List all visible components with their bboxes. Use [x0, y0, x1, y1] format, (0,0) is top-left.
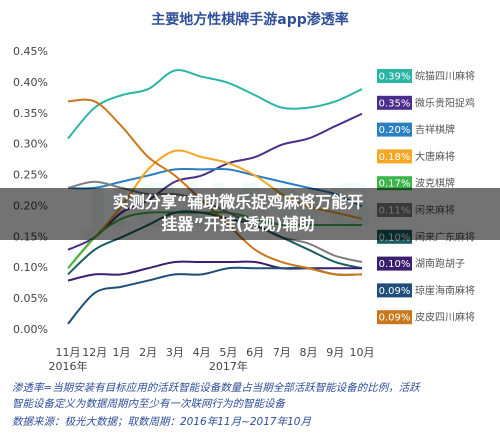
- legend-swatch: [377, 149, 412, 164]
- x-tick-label: 3月: [166, 346, 184, 359]
- series-line: [67, 69, 363, 140]
- overlay-text: 挂器”开挂(透视)辅助: [161, 215, 314, 234]
- y-tick-label: 0.05%: [13, 292, 48, 305]
- value-label: 0.09%: [379, 313, 411, 324]
- y-tick-label: 0.25%: [13, 169, 48, 182]
- note: 智能设备定义为数据周期内至少有一次联网行为的智能设备: [12, 398, 286, 410]
- overlay-text: 实测分享“辅助微乐捉鸡麻将万能开: [113, 193, 364, 212]
- legend-label: 琼崖海南麻将: [415, 284, 475, 297]
- y-tick-label: 0.45%: [13, 45, 48, 58]
- x-tick-label: 6月: [246, 346, 264, 359]
- y-tick-label: 0.40%: [13, 76, 48, 89]
- year-label: 2016年: [49, 359, 88, 373]
- legend-swatch: [377, 283, 412, 298]
- x-tick-label: 7月: [273, 346, 291, 359]
- x-tick-label: 2月: [139, 346, 157, 359]
- x-tick-label: 12月: [82, 346, 107, 359]
- y-tick-label: 0.00%: [13, 323, 48, 336]
- note: 渗透率=当期安装有目标应用的活跃智能设备数量占当期全部活跃智能设备的比例，活跃: [12, 382, 421, 394]
- overlay-band: [0, 188, 500, 240]
- legend-swatch: [377, 69, 412, 83]
- legend-label: 吉祥棋牌: [415, 123, 455, 136]
- legend-label: 湖南跑胡子: [415, 257, 465, 270]
- x-tick-label: 10月: [350, 346, 375, 359]
- x-tick-label: 9月: [326, 346, 344, 359]
- value-label: 0.18%: [379, 152, 411, 163]
- legend-swatch: [377, 95, 412, 110]
- legend-swatch: [377, 122, 412, 137]
- x-tick-label: 4月: [193, 346, 211, 359]
- value-label: 0.20%: [379, 125, 411, 136]
- series-line: [67, 266, 363, 325]
- chart-title: 主要地方性棋牌手游app渗透率: [151, 11, 349, 28]
- legend-label: 皮皮四川麻将: [415, 311, 475, 324]
- x-tick-label: 5月: [219, 346, 237, 359]
- year-label: 2017年: [209, 359, 248, 373]
- legend-swatch: [377, 310, 412, 325]
- legend-label: 波克棋牌: [415, 177, 455, 190]
- legend-swatch: [377, 176, 412, 191]
- value-label: 0.39%: [379, 72, 411, 83]
- value-label: 0.10%: [379, 259, 411, 270]
- y-tick-label: 0.30%: [13, 138, 48, 151]
- legend-label: 微乐贵阳捉鸡: [415, 96, 475, 109]
- y-tick-label: 0.35%: [13, 107, 48, 120]
- x-tick-label: 8月: [300, 346, 318, 359]
- value-label: 0.17%: [379, 179, 411, 190]
- legend-label: 大唐麻将: [415, 150, 455, 163]
- value-label: 0.35%: [379, 98, 411, 109]
- x-tick-label: 11月: [56, 346, 81, 359]
- x-tick-label: 1月: [112, 346, 130, 359]
- y-tick-label: 0.10%: [13, 261, 48, 274]
- value-label: 0.09%: [379, 286, 411, 297]
- legend-label: 皖猫四川麻将: [415, 70, 475, 83]
- source: 数据来源：极光大数据；取数周期：2016年11月~2017年10月: [12, 416, 311, 428]
- legend-swatch: [377, 256, 412, 271]
